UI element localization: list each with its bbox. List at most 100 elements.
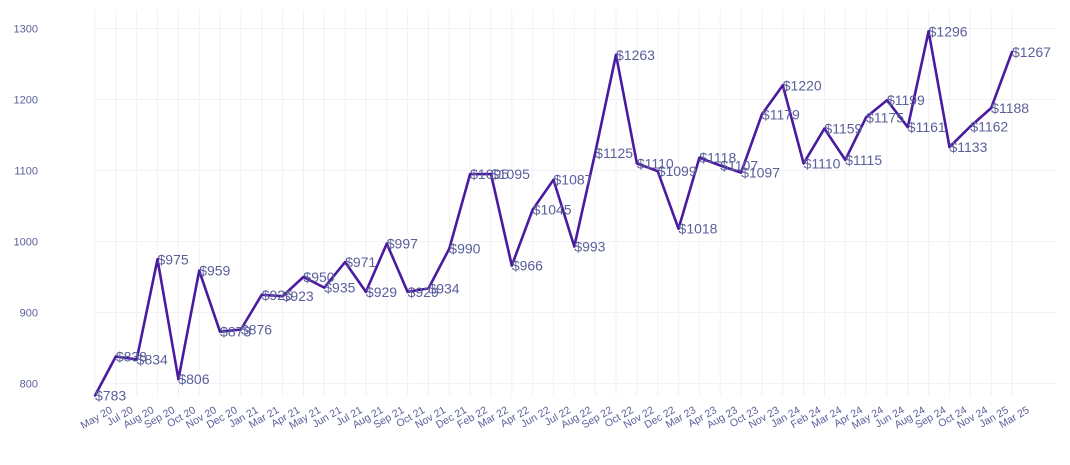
data-point	[177, 378, 180, 381]
data-point	[698, 156, 701, 159]
data-point	[864, 116, 868, 119]
data-label: $1115	[845, 152, 882, 168]
data-label: $993	[574, 238, 605, 254]
data-label: $873	[220, 324, 251, 340]
data-point	[156, 258, 159, 261]
data-point	[885, 99, 889, 102]
data-label: $1267	[1012, 44, 1051, 60]
data-label: $997	[387, 236, 418, 252]
data-label: $1188	[991, 100, 1029, 116]
data-point	[635, 162, 639, 165]
data-label: $923	[283, 288, 314, 304]
y-tick-label: 900	[20, 308, 38, 320]
data-label: $1118	[699, 150, 736, 166]
data-point	[260, 293, 263, 296]
series-line-group	[93, 30, 1014, 397]
data-point	[906, 125, 909, 129]
y-tick-label: 1000	[14, 237, 38, 249]
data-label: $1159	[824, 121, 862, 137]
data-point	[656, 170, 659, 173]
data-label: $971	[345, 254, 376, 270]
data-label: $1199	[887, 92, 925, 108]
data-point	[239, 328, 243, 331]
data-point	[427, 287, 430, 290]
data-label: $1107	[720, 158, 758, 174]
data-label: $935	[324, 280, 355, 296]
data-point	[448, 247, 451, 250]
data-point	[719, 164, 722, 167]
data-point	[781, 84, 784, 87]
data-point	[489, 172, 493, 176]
data-label: $1097	[741, 165, 780, 181]
data-label: $1095	[491, 166, 530, 182]
data-label: $1161	[908, 119, 946, 135]
data-point	[1010, 50, 1014, 54]
data-label: $783	[95, 388, 126, 404]
data-label: $834	[137, 351, 168, 367]
y-tick-label: 1100	[14, 166, 38, 178]
data-label: $1099	[658, 163, 697, 179]
data-label: $1263	[616, 47, 655, 63]
data-point	[281, 294, 284, 298]
data-point	[343, 260, 347, 264]
data-label: $1220	[783, 77, 822, 93]
data-point	[948, 145, 951, 149]
data-point	[323, 286, 326, 289]
data-label: $959	[199, 263, 230, 279]
data-label: $838	[116, 349, 147, 365]
data-label: $876	[241, 322, 272, 338]
data-point	[760, 113, 764, 116]
data-label: $1095	[470, 166, 509, 182]
data-label: $929	[366, 284, 397, 300]
data-label: $950	[303, 269, 334, 285]
data-label: $929	[408, 284, 439, 300]
data-label: $1133	[949, 139, 987, 155]
data-label: $1162	[970, 118, 1008, 134]
data-point	[823, 127, 826, 130]
data-label: $1110	[637, 155, 674, 171]
data-point	[93, 394, 97, 397]
data-label: $1110	[804, 155, 841, 171]
y-axis-ticks: 800 900 1000 1100 1200 1300	[14, 24, 38, 391]
data-label: $1179	[762, 106, 800, 122]
data-point	[802, 162, 805, 165]
data-point	[406, 290, 409, 294]
data-point	[593, 151, 597, 154]
data-label: $806	[178, 371, 209, 387]
data-label: $990	[449, 241, 480, 257]
data-point	[552, 178, 555, 181]
data-label: $934	[428, 280, 459, 296]
data-label: $1125	[595, 145, 633, 161]
data-point	[614, 53, 618, 56]
data-label: $925	[262, 287, 293, 303]
data-label: $966	[512, 258, 543, 274]
data-label: $1045	[533, 202, 572, 218]
y-tick-label: 1200	[14, 95, 38, 107]
data-labels: $783 $838$834 $975 $806 $959 $873$876 $925$923…	[95, 23, 1051, 403]
data-point	[218, 330, 222, 333]
data-point	[385, 242, 388, 245]
data-label: $1087	[554, 172, 593, 188]
data-point	[739, 171, 743, 174]
data-point	[927, 30, 930, 33]
data-point	[677, 227, 680, 230]
y-tick-label: 800	[20, 379, 38, 391]
data-point	[198, 269, 201, 272]
data-point	[510, 264, 514, 267]
data-label: $1018	[679, 221, 718, 237]
data-label: $975	[158, 251, 189, 267]
data-point	[364, 290, 368, 294]
data-point	[114, 355, 118, 358]
data-point	[135, 358, 138, 361]
data-point	[573, 245, 576, 248]
data-point	[468, 172, 472, 176]
y-tick-label: 1300	[14, 24, 38, 36]
data-point	[844, 158, 847, 162]
data-label: $1175	[866, 109, 904, 125]
data-label: $1296	[929, 23, 968, 39]
data-point	[989, 106, 993, 110]
data-point	[302, 275, 305, 279]
grid	[94, 10, 1058, 396]
data-point	[969, 125, 972, 128]
